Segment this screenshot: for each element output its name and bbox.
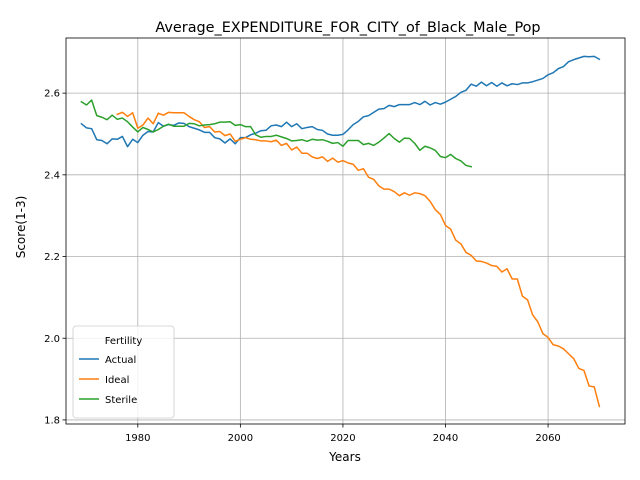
series-line-sterile <box>80 99 473 168</box>
series-line-ideal <box>116 111 601 408</box>
plot-frame <box>65 37 626 425</box>
y-tick-label: 1.8 <box>44 416 60 427</box>
y-tick-label: 2.4 <box>44 170 60 181</box>
x-axis-label: Years <box>328 450 361 464</box>
legend-label-actual: Actual <box>105 355 136 366</box>
y-tick-label: 2.2 <box>44 252 60 263</box>
legend-box <box>72 325 175 419</box>
x-tick-label: 1980 <box>125 433 150 444</box>
x-axis: 1980 2000 2020 2040 2060 <box>125 424 561 444</box>
y-axis-label: Score(1-3) <box>14 196 28 259</box>
y-tick-label: 2.0 <box>44 334 60 345</box>
y-tick-label: 2.6 <box>44 89 60 100</box>
legend-label-ideal: Ideal <box>105 375 129 386</box>
x-tick-label: 2060 <box>535 433 560 444</box>
chart-title: Average_EXPENDITURE_FOR_CITY_of_Black_Ma… <box>155 20 540 36</box>
x-tick-label: 2020 <box>330 433 355 444</box>
y-axis: 1.8 2.0 2.2 2.4 2.6 <box>44 89 66 427</box>
legend-title: Fertility <box>105 336 143 347</box>
x-tick-label: 2000 <box>228 433 253 444</box>
grid <box>66 38 625 424</box>
series-group <box>80 55 601 408</box>
legend: Fertility Actual Ideal Sterile <box>72 325 175 419</box>
legend-label-sterile: Sterile <box>105 395 137 406</box>
x-tick-label: 2040 <box>433 433 458 444</box>
